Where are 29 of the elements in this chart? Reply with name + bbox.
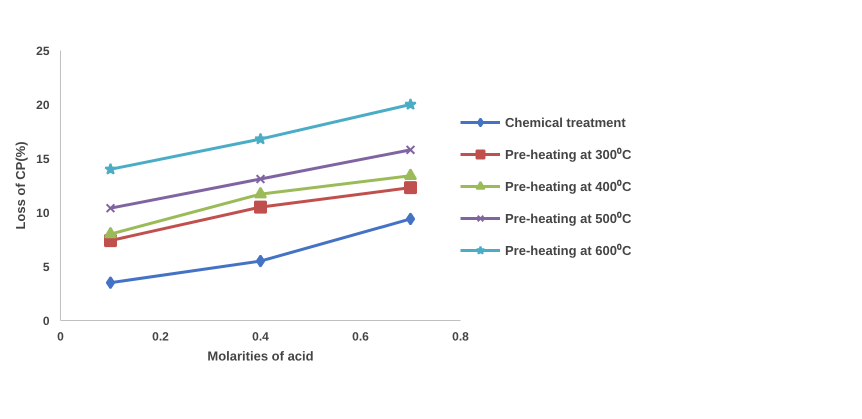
point xyxy=(406,144,416,155)
y-tick-label: 20 xyxy=(36,98,50,112)
y-axis-title: Loss of CP(%) xyxy=(13,141,28,230)
point xyxy=(256,254,266,268)
y-tick-label: 10 xyxy=(36,206,50,220)
legend-label: Chemical treatment xyxy=(505,114,626,130)
point xyxy=(256,174,266,184)
y-tick-label: 25 xyxy=(36,44,50,58)
y-tick-label: 15 xyxy=(36,152,50,166)
legend-label: Pre-heating at 500⁰C xyxy=(505,210,632,227)
x-tick-label: 0.8 xyxy=(452,330,470,344)
legend-label: Pre-heating at 600⁰C xyxy=(505,242,632,259)
x-axis-title: Molarities of acid xyxy=(207,348,314,364)
point xyxy=(106,203,116,214)
point xyxy=(104,162,117,175)
y-tick-label: 0 xyxy=(42,314,50,328)
x-tick-label: 0 xyxy=(57,330,64,344)
point xyxy=(254,132,267,145)
legend-label: Pre-heating at 300⁰C xyxy=(505,146,632,163)
x-tick-label: 0.2 xyxy=(152,330,170,344)
x-tick-label: 0.4 xyxy=(252,330,270,344)
point xyxy=(254,200,267,214)
point xyxy=(106,276,116,290)
point xyxy=(404,181,417,194)
y-tick-label: 5 xyxy=(42,260,50,274)
x-tick-label: 0.6 xyxy=(352,330,370,344)
point xyxy=(404,98,417,110)
point xyxy=(406,212,416,226)
legend-label: Pre-heating at 400⁰C xyxy=(505,178,632,195)
